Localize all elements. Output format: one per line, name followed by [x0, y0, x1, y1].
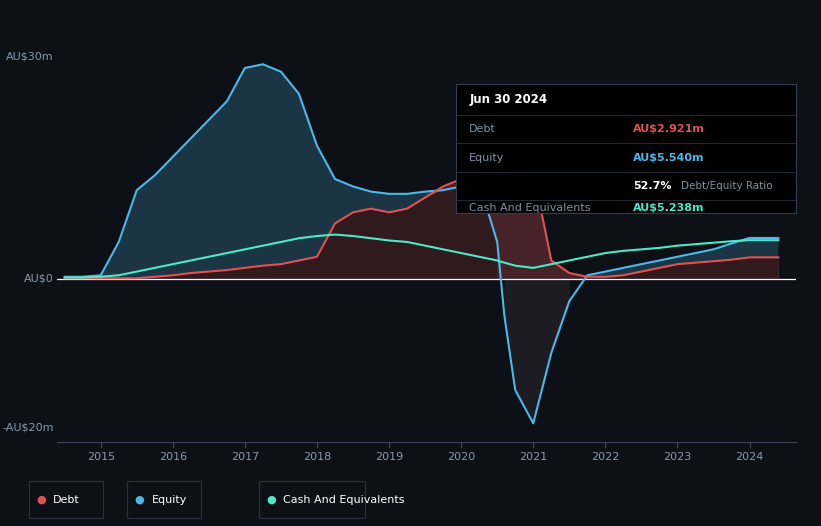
Text: ●: ●	[135, 494, 144, 505]
Text: Debt: Debt	[470, 124, 496, 134]
Text: Cash And Equivalents: Cash And Equivalents	[470, 203, 591, 213]
Text: Cash And Equivalents: Cash And Equivalents	[283, 494, 405, 505]
Text: AU$30m: AU$30m	[6, 52, 54, 62]
Text: Equity: Equity	[470, 153, 505, 163]
Text: 52.7%: 52.7%	[633, 181, 672, 191]
Text: AU$5.238m: AU$5.238m	[633, 203, 704, 213]
Text: Jun 30 2024: Jun 30 2024	[470, 93, 548, 106]
Text: Equity: Equity	[152, 494, 187, 505]
Text: -AU$20m: -AU$20m	[2, 422, 54, 432]
Text: ●: ●	[266, 494, 276, 505]
Text: AU$2.921m: AU$2.921m	[633, 124, 704, 134]
Text: AU$5.540m: AU$5.540m	[633, 153, 704, 163]
Text: Debt/Equity Ratio: Debt/Equity Ratio	[681, 181, 773, 191]
Text: AU$0: AU$0	[24, 274, 54, 284]
Text: ●: ●	[36, 494, 46, 505]
Text: Debt: Debt	[53, 494, 80, 505]
